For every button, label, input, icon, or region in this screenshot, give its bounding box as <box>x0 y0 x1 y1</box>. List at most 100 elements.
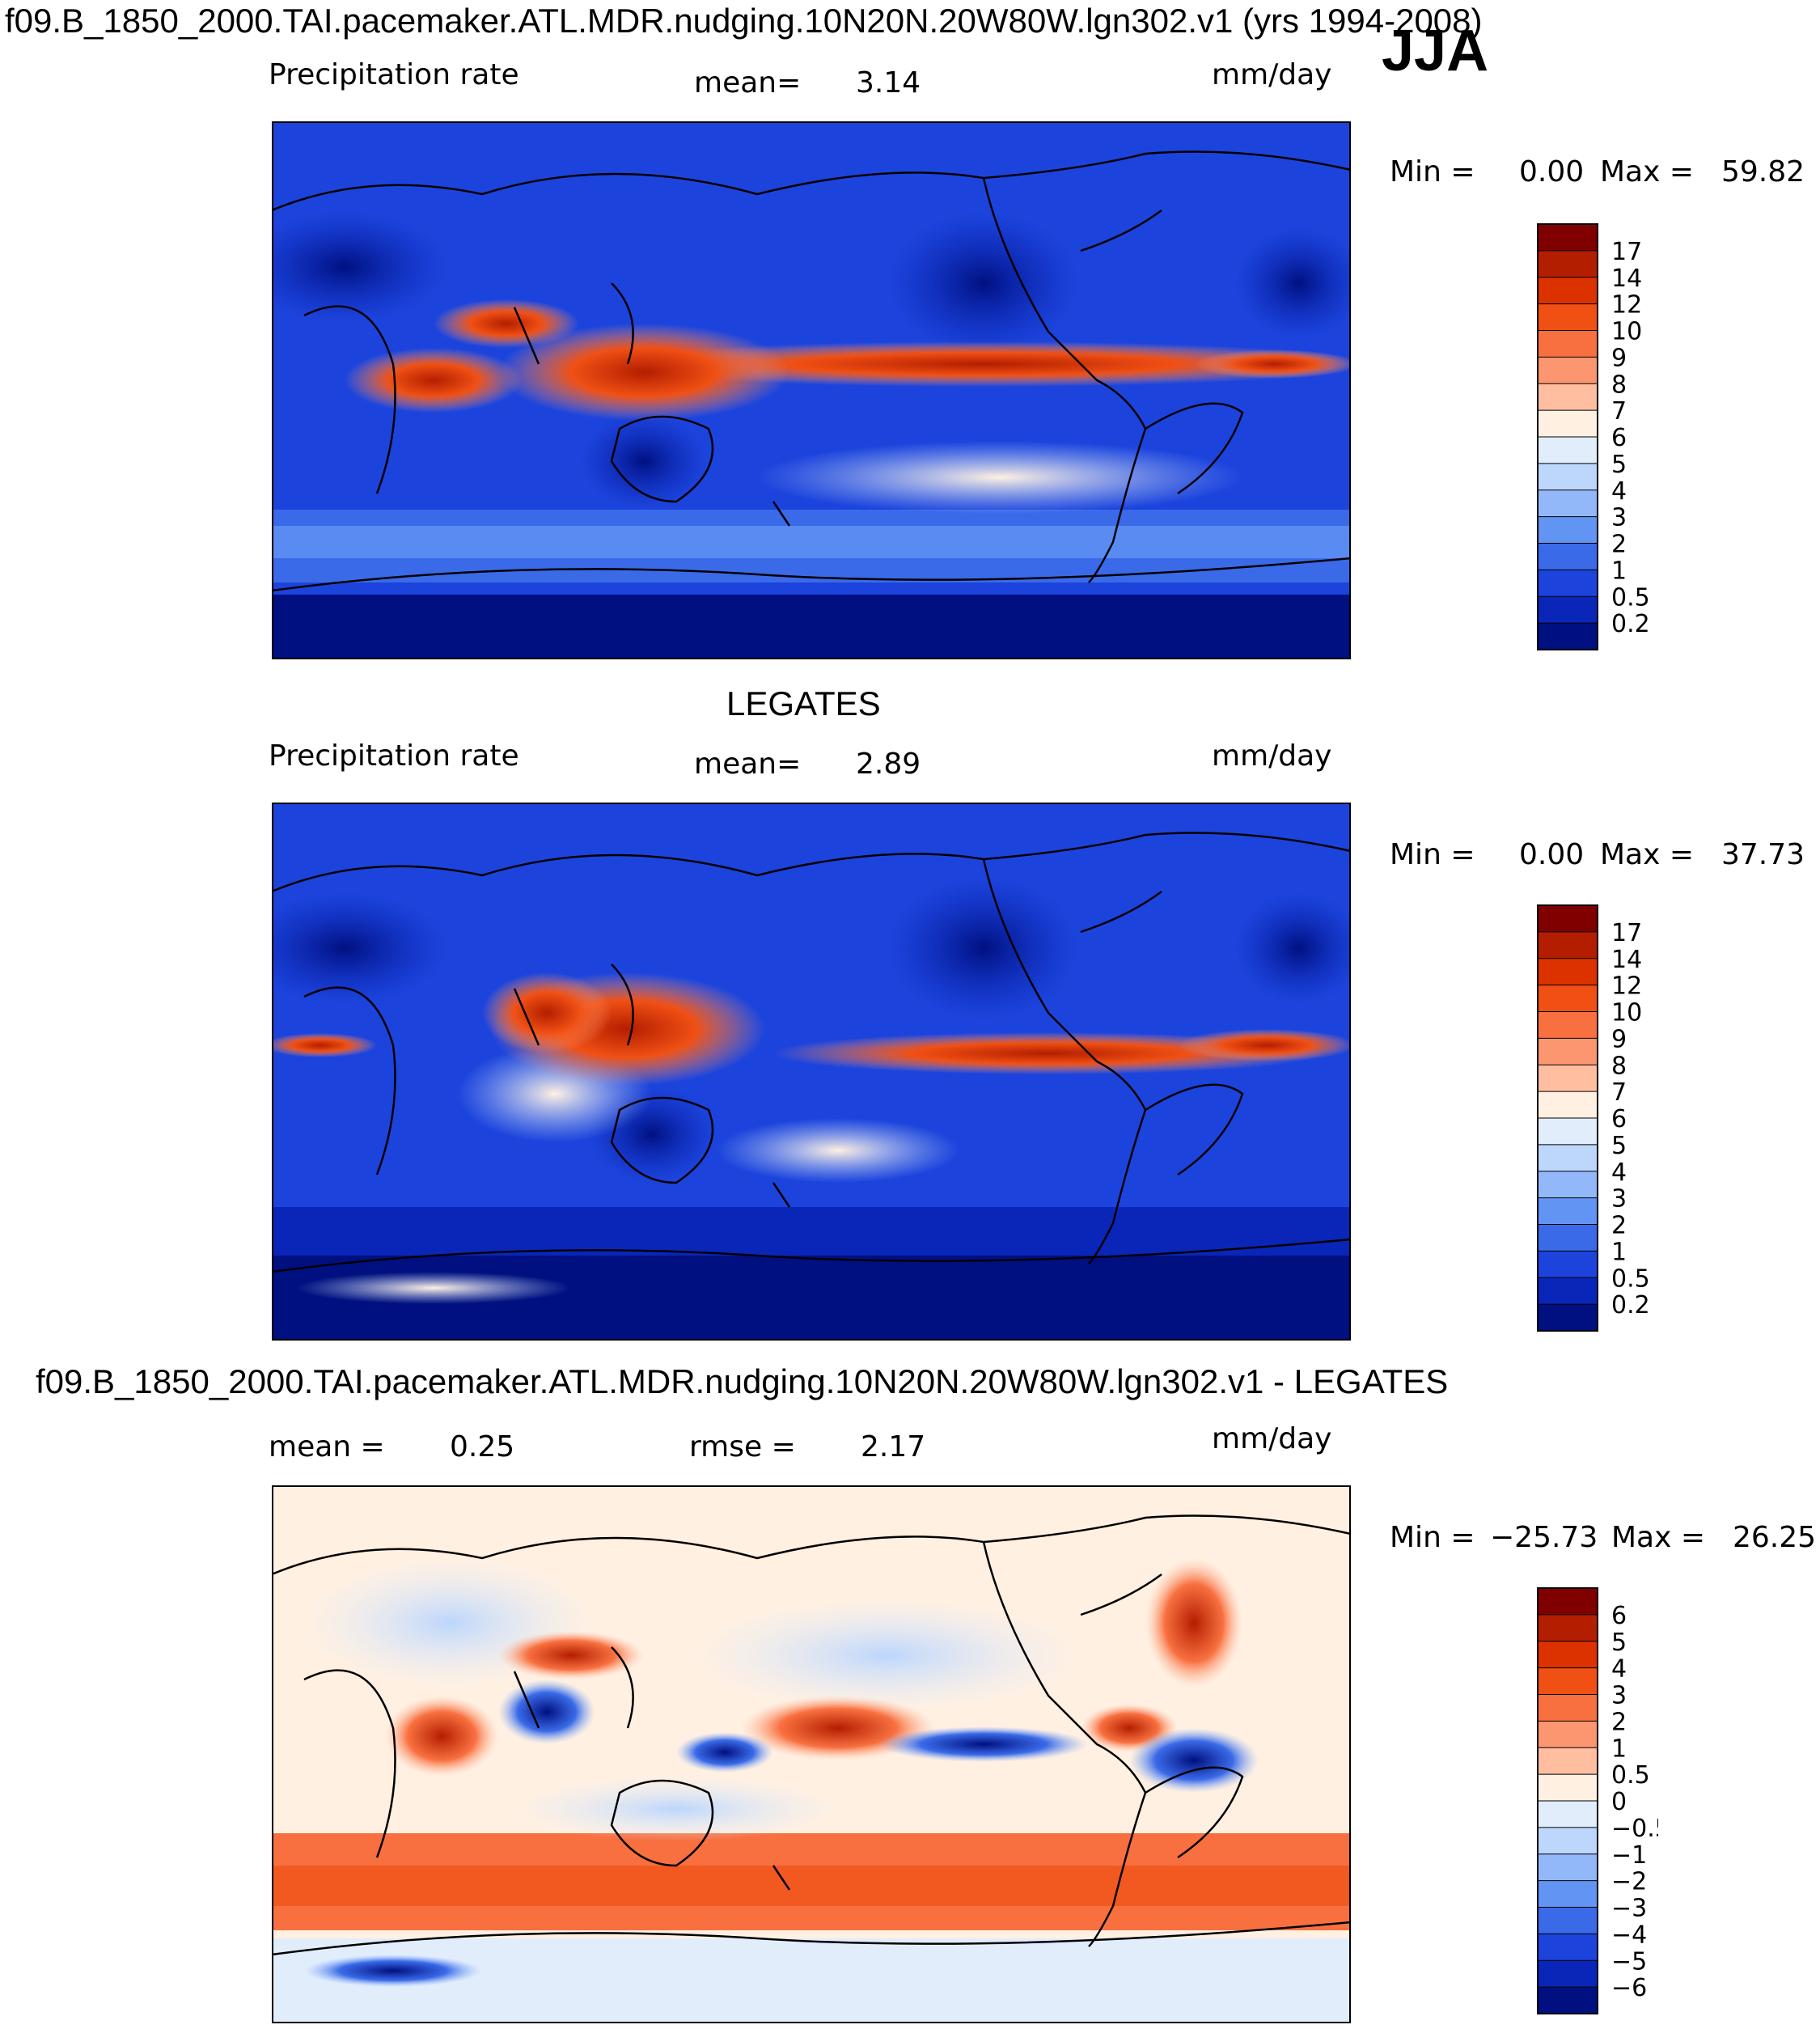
panel2-max-value: 37.73 <box>1721 838 1805 871</box>
panel2-map <box>272 803 1351 1341</box>
colorbar-tick-label: 0.5 <box>1611 583 1650 612</box>
colorbar-tick-label: 0.5 <box>1611 1761 1650 1790</box>
panel2-pacific-dry <box>887 875 1081 1021</box>
colorbar-tick-label: 2 <box>1611 1212 1627 1240</box>
panel3-light-blue-2 <box>692 1599 1081 1712</box>
colorbar-swatch <box>1537 1250 1598 1279</box>
panel2-coastlines <box>272 832 1351 1273</box>
panel3-pacific-neg <box>878 1726 1089 1762</box>
colorbar-tick-label: 17 <box>1611 238 1642 266</box>
colorbar-tick-label: 0 <box>1611 1788 1627 1816</box>
colorbar-tick-label: 9 <box>1611 1025 1627 1053</box>
colorbar-swatch <box>1537 1277 1598 1306</box>
colorbar-tick-label: 4 <box>1611 477 1627 506</box>
panel2-southern-band <box>272 1207 1351 1256</box>
panel3-coastlines <box>272 1514 1351 1956</box>
colorbar-tick-label: 3 <box>1611 1682 1627 1710</box>
panel3-max-label: Max = <box>1611 1521 1706 1554</box>
colorbar-tick-label: 8 <box>1611 1052 1627 1080</box>
colorbar-swatch <box>1537 1694 1598 1722</box>
colorbar-swatch <box>1537 1827 1598 1855</box>
panel2-min-label: Min = <box>1390 838 1475 871</box>
panel1-colorbar-frame <box>1537 223 1598 650</box>
panel2-monsoon <box>482 972 612 1053</box>
colorbar-swatch <box>1537 1641 1598 1669</box>
colorbar-swatch <box>1537 463 1598 491</box>
panel1-variable-label: Precipitation rate <box>269 58 519 91</box>
panel2-variable-label: Precipitation rate <box>269 739 519 773</box>
panel2-mean-label: mean= <box>694 748 802 781</box>
figure-title: f09.B_1850_2000.TAI.pacemaker.ATL.MDR.nu… <box>5 2 1483 40</box>
colorbar-tick-label: 5 <box>1611 1132 1627 1160</box>
panel1-coastlines <box>272 150 1351 592</box>
colorbar-tick-label: −0.5 <box>1611 1815 1658 1843</box>
colorbar-swatch <box>1537 1880 1598 1908</box>
panel3-units: mm/day <box>1212 1422 1332 1455</box>
panel1-storm-track <box>272 526 1351 558</box>
season-label: JJA <box>1382 19 1489 83</box>
panel3-colorbar-frame <box>1537 1587 1598 2014</box>
panel1-south-pacific-light <box>757 441 1242 514</box>
colorbar-swatch <box>1537 436 1598 464</box>
panel1-australia-dry <box>579 413 709 510</box>
colorbar-swatch <box>1537 569 1598 598</box>
colorbar-swatch <box>1537 1986 1598 2014</box>
panel1-units: mm/day <box>1212 58 1332 91</box>
panel3-antarctic-neg <box>304 1955 482 1987</box>
colorbar-tick-label: 4 <box>1611 1159 1627 1187</box>
colorbar-tick-label: −4 <box>1611 1921 1647 1949</box>
colorbar-swatch <box>1537 1800 1598 1828</box>
panel1-sahara-dry <box>272 210 450 324</box>
panel3-arabian-sea <box>385 1696 498 1777</box>
colorbar-tick-label: 10 <box>1611 318 1642 346</box>
panel3-east-us <box>1145 1558 1242 1688</box>
colorbar-tick-label: −3 <box>1611 1895 1647 1923</box>
colorbar-tick-label: 1 <box>1611 1238 1627 1266</box>
colorbar-swatch <box>1537 1117 1598 1146</box>
panel3-min-value: −25.73 <box>1490 1521 1598 1554</box>
panel3-rmse-value: 2.17 <box>861 1430 926 1464</box>
colorbar-tick-label: 7 <box>1611 397 1627 426</box>
panel1-warm-pool <box>498 324 789 421</box>
panel2-min-value: 0.00 <box>1519 838 1585 871</box>
colorbar-swatch <box>1537 1907 1598 1935</box>
panel2-light-patch-2 <box>717 1118 959 1183</box>
panel3-frame <box>272 1485 1351 2023</box>
colorbar-tick-label: −6 <box>1611 1974 1647 2002</box>
colorbar-tick-label: 3 <box>1611 504 1627 532</box>
panel2-max-label: Max = <box>1600 838 1695 871</box>
colorbar-tick-label: 14 <box>1611 265 1642 293</box>
colorbar-swatch <box>1537 1171 1598 1199</box>
panel1-atlantic-dry <box>1234 227 1351 340</box>
panel3-title: f09.B_1850_2000.TAI.pacemaker.ATL.MDR.nu… <box>36 1362 1449 1400</box>
colorbar-swatch <box>1537 383 1598 412</box>
colorbar-tick-label: 6 <box>1611 424 1627 452</box>
colorbar-swatch <box>1537 931 1598 959</box>
panel2-africa <box>272 1033 377 1057</box>
panel2-atlantic-dry <box>1234 892 1351 1005</box>
panel1-min-value: 0.00 <box>1519 155 1585 188</box>
panel3-map <box>272 1485 1351 2023</box>
colorbar-swatch <box>1537 303 1598 332</box>
colorbar-tick-label: 14 <box>1611 946 1642 974</box>
colorbar-tick-label: 10 <box>1611 999 1642 1027</box>
panel3-mean-label: mean = <box>269 1430 385 1464</box>
panel1-pacific-dry <box>887 210 1081 356</box>
colorbar-tick-label: 17 <box>1611 919 1642 947</box>
panel2-atlantic-itcz <box>1178 1029 1351 1061</box>
panel3-tibet <box>498 1631 644 1680</box>
colorbar-swatch <box>1537 489 1598 518</box>
panel3-amazon-neg <box>1129 1728 1259 1793</box>
colorbar-swatch <box>1537 1853 1598 1882</box>
colorbar-swatch <box>1537 1933 1598 1962</box>
panel3-max-value: 26.25 <box>1733 1521 1817 1554</box>
panel1-antarctic-band <box>272 595 1351 659</box>
colorbar-swatch <box>1537 1224 1598 1252</box>
colorbar-swatch <box>1537 223 1598 252</box>
colorbar-swatch <box>1537 1037 1598 1066</box>
colorbar-tick-label: 6 <box>1611 1602 1627 1630</box>
colorbar-swatch <box>1537 543 1598 571</box>
